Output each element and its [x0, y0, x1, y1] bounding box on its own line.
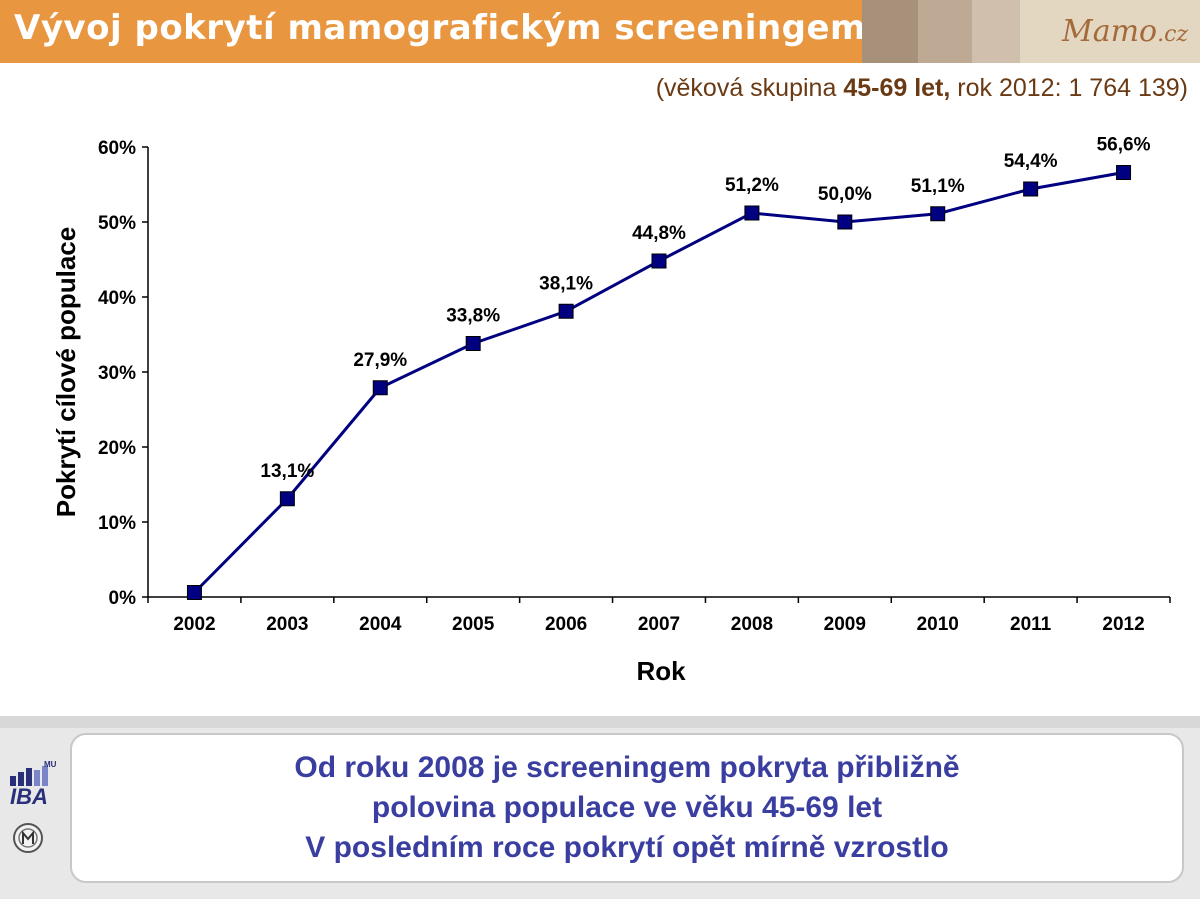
page-title: Vývoj pokrytí mamografickým screeningem: [14, 8, 866, 48]
data-label: 54,4%: [1004, 151, 1058, 172]
mamo-logo-main: Mamo: [1062, 14, 1158, 49]
data-label: 13,1%: [260, 461, 314, 482]
header-decor-tile: [862, 0, 918, 63]
x-tick-label: 2007: [638, 614, 680, 635]
header-decor-tile: [972, 0, 1020, 63]
iba-bars-icon: [10, 766, 48, 786]
y-tick-label: 30%: [98, 363, 136, 384]
data-point-marker: [558, 303, 574, 319]
subtitle-age-group: 45-69 let,: [843, 74, 951, 102]
data-label: 27,9%: [353, 350, 407, 371]
data-point-marker: [1116, 165, 1132, 180]
y-tick-label: 60%: [98, 138, 136, 159]
y-axis-label: Pokrytí cílové populace: [51, 227, 81, 517]
x-tick-label: 2009: [824, 614, 866, 635]
y-tick-label: 0%: [109, 588, 137, 609]
mamo-logo-text: Mamo.cz: [1062, 14, 1188, 49]
data-label: 38,1%: [539, 273, 593, 294]
data-point-marker: [1023, 181, 1039, 197]
data-point-marker: [837, 214, 853, 230]
x-tick-label: 2008: [731, 614, 773, 635]
x-tick-label: 2012: [1102, 614, 1144, 635]
x-axis-label: Rok: [636, 656, 686, 686]
y-tick-label: 20%: [98, 438, 136, 459]
callout-line-1: Od roku 2008 je screeningem pokryta přib…: [294, 751, 960, 784]
mamo-logo-suffix: .cz: [1157, 22, 1189, 47]
data-point-marker: [372, 380, 388, 396]
x-tick-label: 2006: [545, 614, 587, 635]
data-label: 33,8%: [446, 306, 500, 327]
footer-band: [0, 716, 1200, 728]
data-label: 51,1%: [911, 176, 965, 197]
iba-logo: [8, 762, 58, 804]
data-labels: 13,1% 27,9% 33,8% 38,1% 44,8% 51,2% 50,0% 51,1%…: [260, 135, 1150, 482]
data-label: 44,8%: [632, 223, 686, 244]
chart-axes: [147, 147, 1170, 598]
y-tick-label: 10%: [98, 513, 136, 534]
data-point-marker: [465, 336, 481, 351]
series-markers: [186, 165, 1132, 600]
muni-seal-icon: [13, 823, 43, 853]
data-point-marker: [744, 205, 760, 221]
data-label: 51,2%: [725, 175, 779, 196]
coverage-line-chart: 0%10%20%30%40%50%60% 2002 2003 2004 2005 200…: [51, 135, 1171, 686]
subtitle-suffix: rok 2012: 1 764 139): [950, 74, 1188, 102]
data-label: 50,0%: [818, 184, 872, 205]
x-tick-label: 2011: [1010, 614, 1052, 635]
subtitle-prefix: (věková skupina: [655, 74, 844, 102]
mu-small-label: MU: [44, 760, 57, 769]
y-tick-label: 50%: [98, 213, 136, 234]
x-tick-label: 2010: [917, 614, 959, 635]
x-tick-label: 2002: [173, 614, 215, 635]
data-point-marker: [930, 206, 946, 222]
x-axis-ticks: 2002 2003 2004 2005 2006 2007 2008 2009 2010 2011…: [147, 597, 1171, 635]
data-point-marker: [186, 585, 202, 600]
summary-callout: Od roku 2008 je screeningem pokryta přib…: [70, 733, 1184, 883]
header-bar: Vývoj pokrytí mamografickým screeningem …: [0, 0, 1200, 63]
data-point-marker: [279, 491, 295, 507]
callout-line-3: V posledním roce pokrytí opět mírně vzro…: [305, 831, 949, 864]
y-tick-label: 40%: [98, 288, 136, 309]
header-decor-tile: [918, 0, 972, 63]
iba-logo-text: IBA: [10, 784, 48, 809]
data-point-marker: [651, 253, 667, 269]
x-tick-label: 2005: [452, 614, 495, 635]
mamo-logo: Mamo.cz: [1020, 0, 1200, 63]
data-label: 56,6%: [1097, 135, 1151, 156]
chart-subtitle: (věková skupina 45-69 let, rok 2012: 1 7…: [656, 74, 1188, 103]
y-axis-ticks: 0% 10% 20% 30% 40% 50% 60%: [98, 138, 148, 609]
x-tick-label: 2003: [266, 614, 308, 635]
callout-line-2: polovina populace ve věku 45-69 let: [371, 791, 883, 824]
x-tick-label: 2004: [359, 614, 402, 635]
